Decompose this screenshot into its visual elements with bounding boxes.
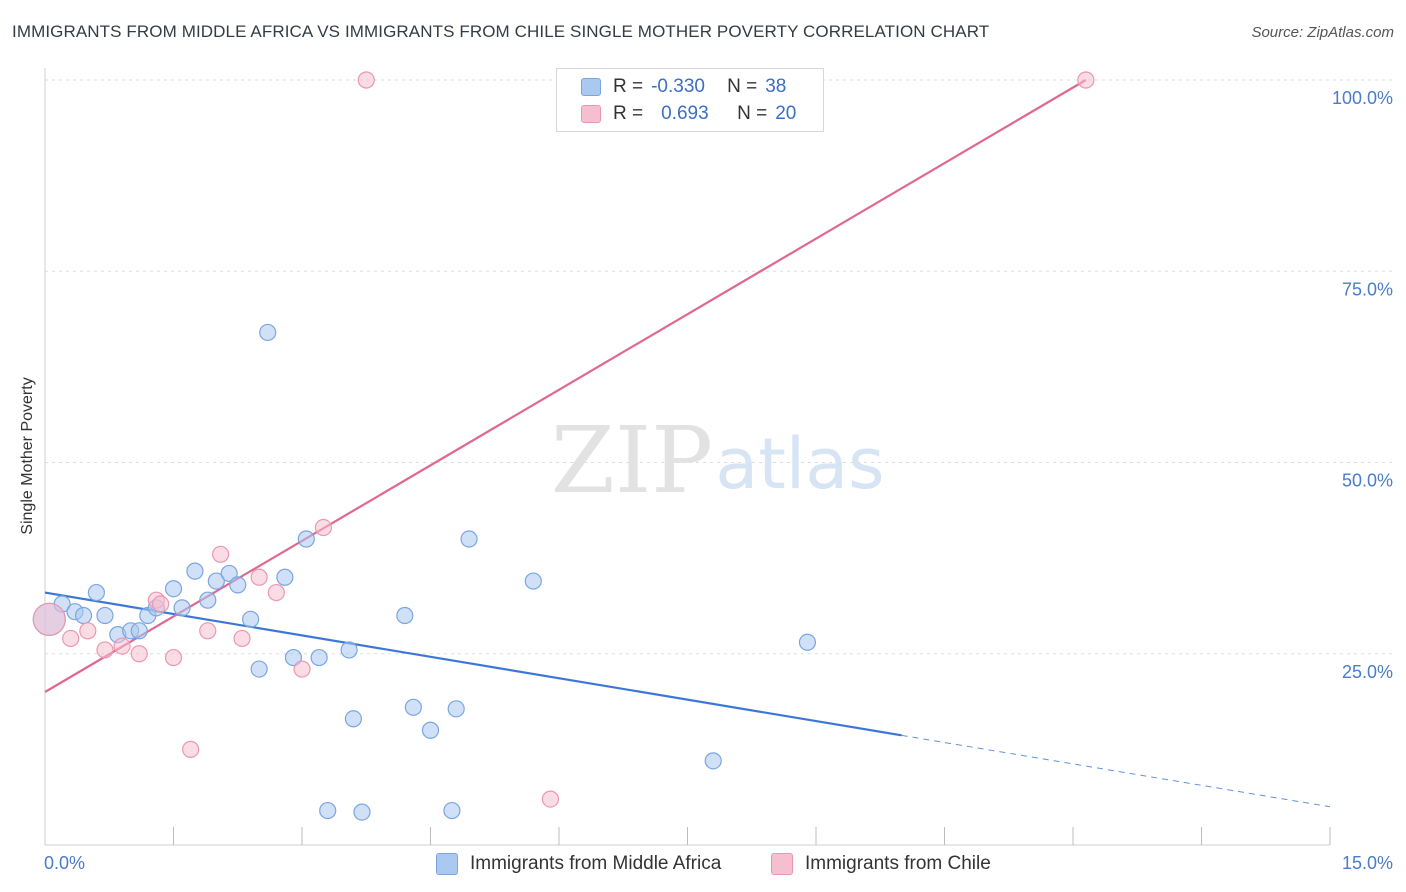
y-tick-label: 25.0% [1342, 662, 1393, 682]
point-middle-africa [229, 576, 247, 594]
series-label: Immigrants from Middle Africa [470, 853, 722, 874]
point-chile [113, 637, 131, 655]
point-middle-africa [524, 572, 542, 590]
chart-title: IMMIGRANTS FROM MIDDLE AFRICA VS IMMIGRA… [12, 22, 990, 41]
y-tick-label: 100.0% [1332, 88, 1393, 108]
point-middle-africa [74, 606, 93, 625]
legend-row-chile: R = 0.693 N = 20 [581, 102, 796, 126]
y-axis-label: Single Mother Poverty [19, 377, 36, 535]
axes-layer [44, 68, 1331, 846]
point-chile [212, 545, 230, 563]
legend-r-label: R = [613, 103, 644, 124]
point-middle-africa [242, 610, 260, 628]
point-middle-africa [404, 698, 422, 716]
x-tick-label: 0.0% [44, 853, 85, 873]
points-layer [32, 71, 1095, 821]
point-chile [130, 645, 148, 663]
point-middle-africa [319, 801, 337, 820]
trend-line-middle-africa [44, 591, 902, 737]
point-chile [357, 71, 375, 89]
point-chile [250, 568, 268, 586]
point-middle-africa [704, 752, 722, 770]
point-middle-africa [96, 606, 114, 625]
point-middle-africa [250, 660, 268, 678]
legend-n-label: N = [737, 103, 768, 124]
y-tick-label: 75.0% [1342, 279, 1393, 299]
point-middle-africa [207, 572, 225, 590]
legend-swatch-pink [581, 105, 601, 123]
correlation-legend: R = -0.330 N = 38 R = 0.693 N = 20 [556, 68, 824, 132]
source-credit: Source: ZipAtlas.com [1251, 24, 1394, 41]
tick-label-layer: 25.0% 50.0% 75.0% 100.0% 0.0% 15.0% [44, 88, 1393, 873]
point-middle-africa [798, 633, 817, 651]
series-label: Immigrants from Chile [805, 853, 991, 874]
trend-line-middle-africa-dashed [901, 734, 1331, 808]
point-middle-africa [344, 710, 362, 728]
legend-n-value: 20 [775, 103, 797, 124]
point-chile [96, 641, 114, 659]
point-middle-africa [284, 648, 303, 667]
legend-r-label: R = [613, 76, 644, 97]
watermark: ZIP atlas [551, 407, 885, 514]
point-middle-africa [276, 568, 294, 586]
x-tick-label: 15.0% [1342, 853, 1393, 873]
legend-r-value: 0.693 [661, 103, 709, 124]
watermark-atlas: atlas [715, 423, 884, 505]
point-middle-africa [460, 530, 478, 548]
point-chile [1077, 71, 1095, 89]
legend-row-middle-africa: R = -0.330 N = 38 [581, 75, 786, 99]
point-middle-africa [130, 622, 148, 640]
watermark-zip: ZIP [551, 407, 713, 514]
y-tick-label: 50.0% [1342, 471, 1393, 491]
trend-line-chile [44, 79, 1087, 693]
point-chile [314, 518, 333, 537]
series-swatch-pink [771, 853, 793, 875]
point-chile [182, 740, 200, 758]
point-middle-africa [259, 323, 277, 342]
point-chile [62, 629, 80, 648]
legend-swatch-blue [581, 78, 601, 96]
point-chile [233, 629, 251, 648]
point-chile [267, 583, 285, 602]
point-middle-africa [447, 700, 465, 718]
legend-n-label: N = [727, 76, 758, 97]
point-middle-africa [396, 606, 414, 625]
point-middle-africa [443, 801, 461, 820]
point-chile [32, 602, 66, 636]
point-chile [164, 648, 183, 667]
point-chile [541, 790, 560, 808]
point-middle-africa [164, 580, 183, 598]
point-chile [293, 660, 311, 678]
point-middle-africa [310, 648, 328, 667]
point-middle-africa [186, 562, 204, 580]
point-middle-africa [340, 641, 358, 659]
point-middle-africa [421, 721, 440, 739]
grid-layer [45, 79, 1395, 655]
trend-layer [44, 79, 1331, 808]
point-middle-africa [173, 599, 191, 617]
legend-n-value: 38 [765, 76, 787, 97]
point-middle-africa [353, 803, 371, 821]
point-chile [152, 595, 170, 613]
series-legend-middle-africa: Immigrants from Middle Africa [436, 852, 721, 876]
legend-r-value: -0.330 [651, 76, 705, 97]
point-chile [199, 622, 217, 640]
point-middle-africa [220, 564, 238, 583]
series-swatch-blue [436, 853, 458, 875]
point-middle-africa [199, 591, 217, 609]
point-chile [79, 622, 97, 640]
series-legend-chile: Immigrants from Chile [771, 852, 991, 876]
point-middle-africa [87, 583, 106, 602]
point-middle-africa [297, 530, 315, 548]
